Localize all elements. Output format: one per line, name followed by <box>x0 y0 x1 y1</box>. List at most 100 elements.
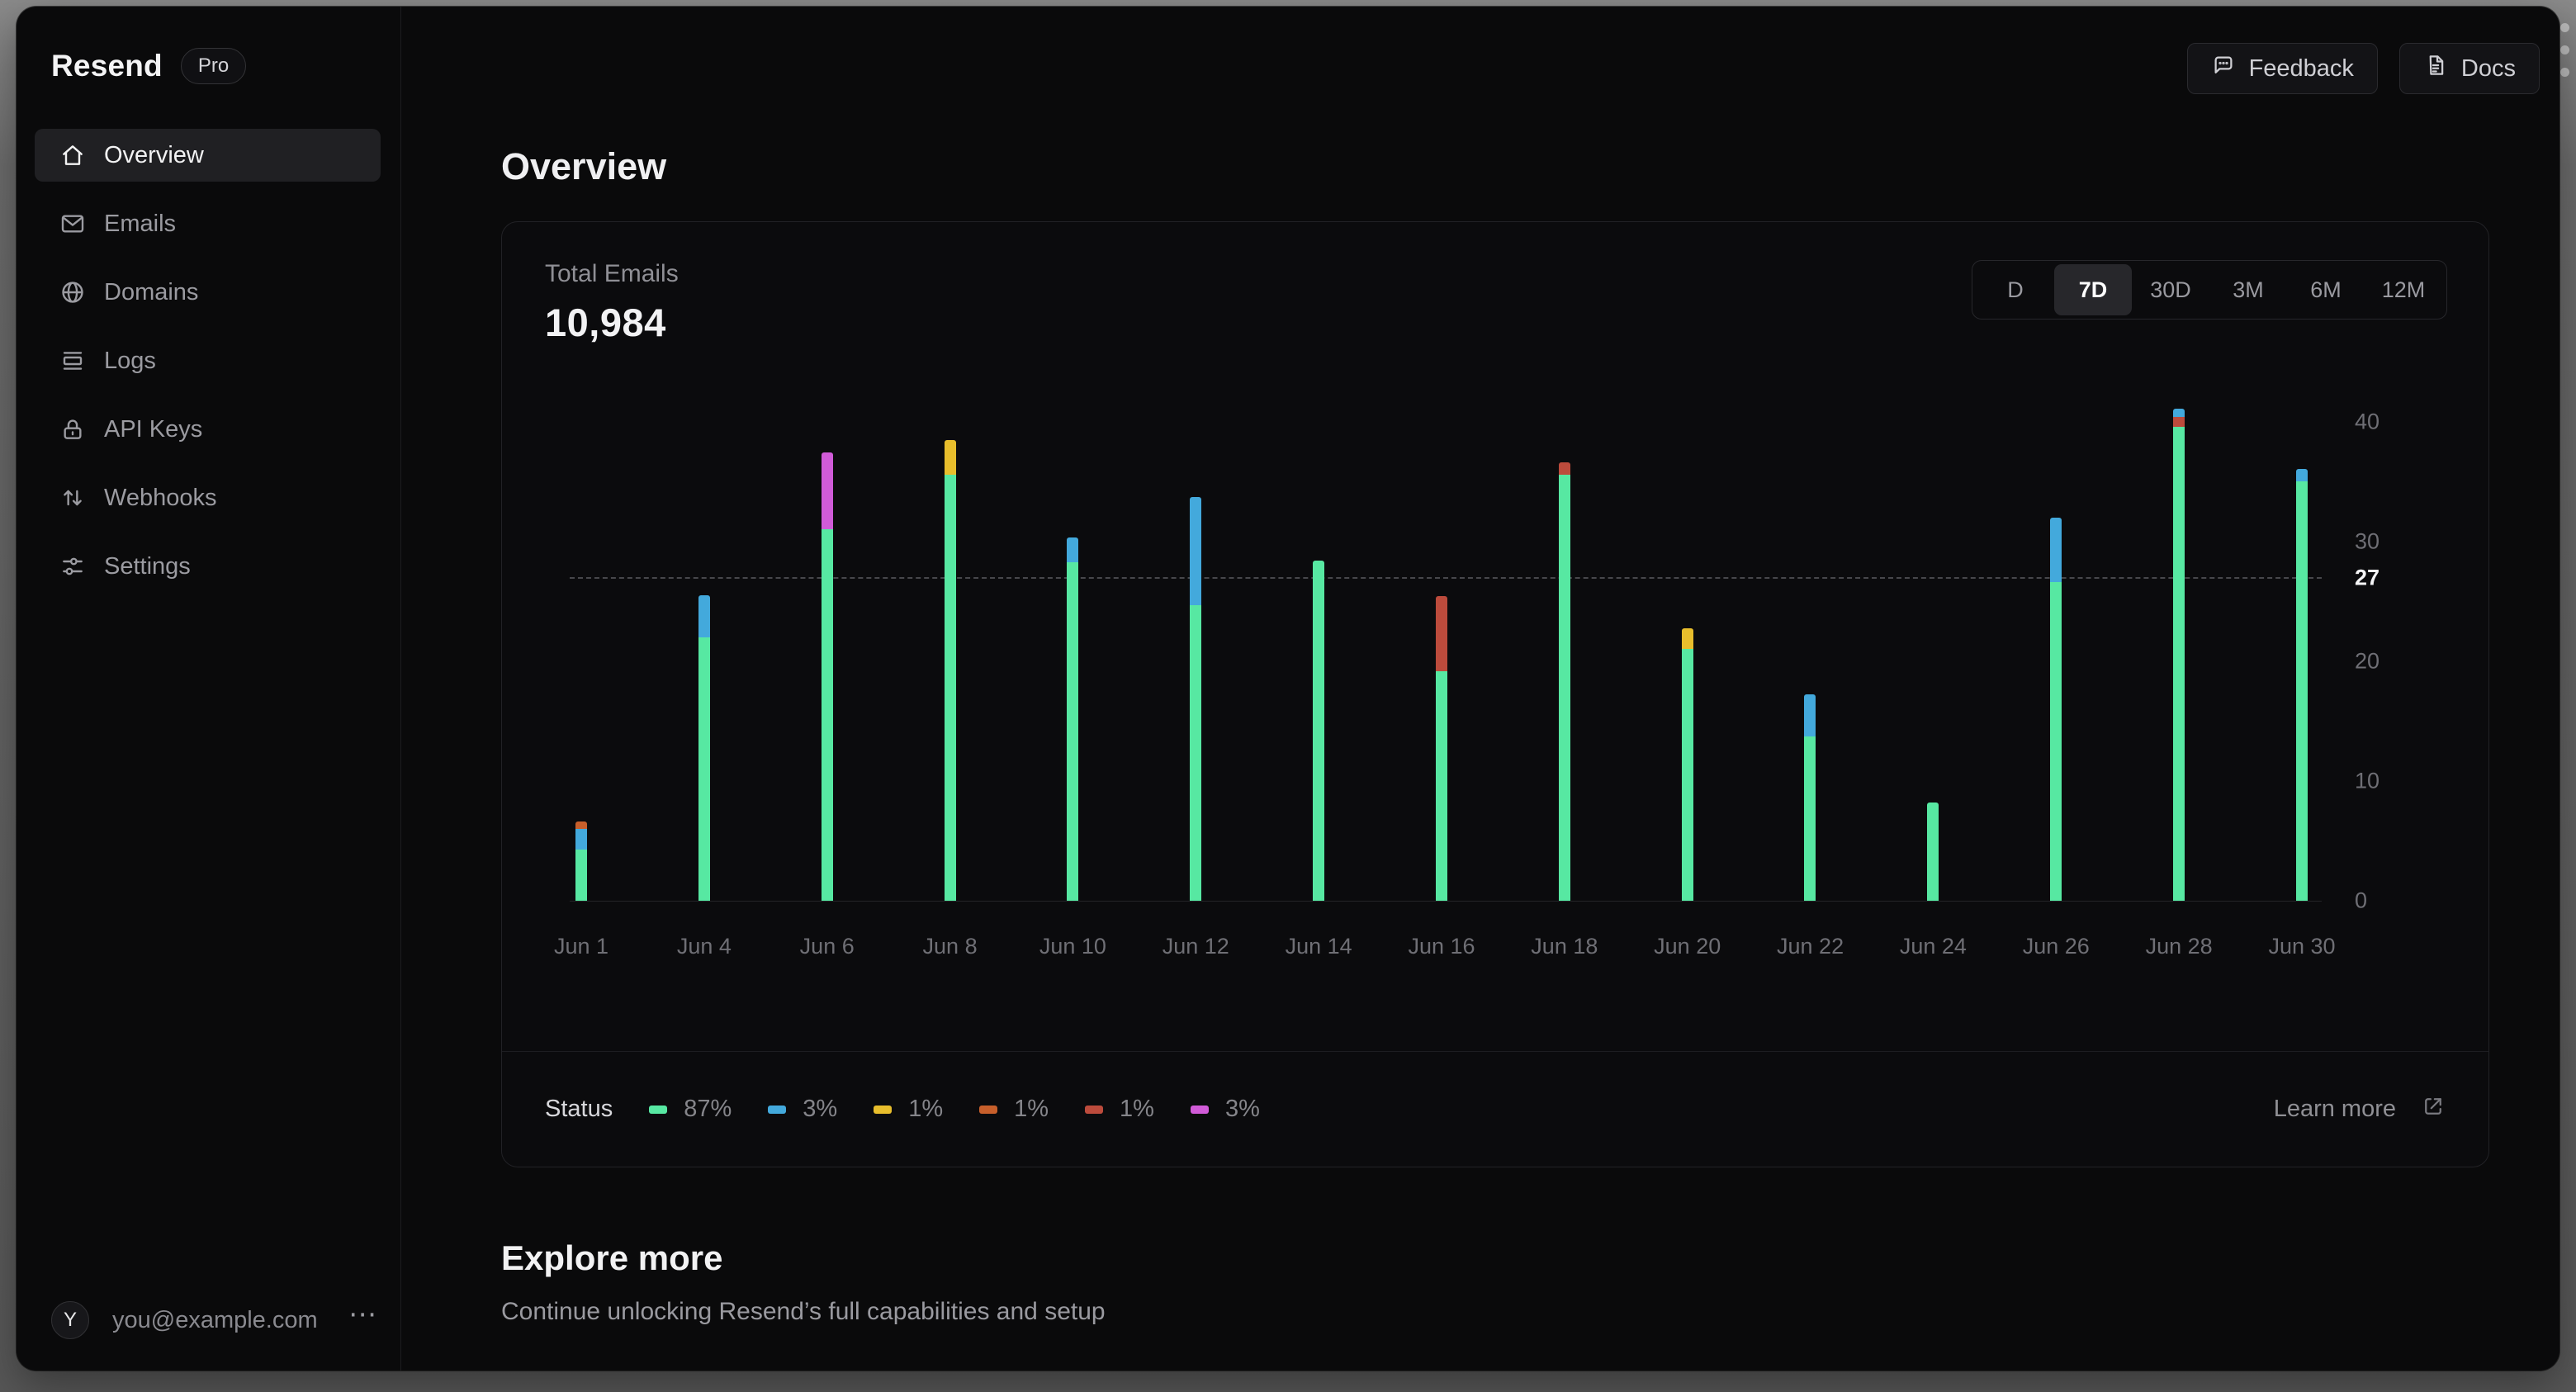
home-icon <box>59 142 86 168</box>
bar-segment-green <box>1681 649 1693 901</box>
sidebar-item-label: Settings <box>104 552 191 580</box>
header-actions: Feedback Docs <box>2186 43 2540 94</box>
bar-segment-green <box>2295 481 2308 901</box>
app-window: Resend Pro Overview Emails Domains Logs … <box>17 7 2559 1371</box>
learn-more-link[interactable]: Learn more <box>2274 1094 2446 1125</box>
logs-icon <box>59 348 86 374</box>
bar-segment-orange <box>575 821 587 829</box>
bar-jun-6[interactable] <box>821 452 833 901</box>
brand-row: Resend Pro <box>51 48 400 84</box>
bar-segment-green <box>1927 803 1939 901</box>
bar-segment-green <box>2172 427 2185 901</box>
x-tick-label: Jun 30 <box>2268 934 2336 959</box>
bar-segment-green <box>1067 562 1079 901</box>
x-axis-line <box>570 901 2322 902</box>
main-content: Feedback Docs Overview Total Emails 10,9… <box>401 7 2559 1371</box>
external-link-icon <box>2421 1094 2446 1125</box>
bar-jun-12[interactable] <box>1190 497 1202 901</box>
bar-segment-green <box>821 529 833 901</box>
bar-segment-red <box>1558 462 1570 475</box>
bar-segment-green <box>1190 605 1202 901</box>
bar-jun-26[interactable] <box>2050 518 2062 901</box>
legend-percent: 1% <box>1014 1096 1049 1122</box>
range-option-3m[interactable]: 3M <box>2233 277 2264 302</box>
account-menu-icon[interactable]: ⋯ <box>348 1299 381 1330</box>
legend-swatch-magenta <box>1190 1105 1209 1114</box>
x-tick-label: Jun 1 <box>553 934 609 959</box>
range-option-7d[interactable]: 7D <box>2054 264 2132 315</box>
bar-segment-red <box>1435 596 1447 671</box>
legend-percent: 3% <box>1224 1096 1260 1122</box>
metric-label: Total Emails <box>545 260 679 287</box>
sidebar-item-label: Webhooks <box>104 484 217 511</box>
range-option-12m[interactable]: 12M <box>2381 277 2426 302</box>
sidebar-item-label: Logs <box>104 347 156 374</box>
feedback-button[interactable]: Feedback <box>2186 43 2378 94</box>
legend-swatch-blue <box>768 1105 787 1114</box>
legend-swatch-orange <box>979 1105 998 1114</box>
x-tick-label: Jun 28 <box>2145 934 2213 959</box>
bar-segment-yellow <box>944 440 956 475</box>
bar-jun-22[interactable] <box>1804 694 1816 901</box>
chart-plot <box>575 409 2308 901</box>
bar-jun-28[interactable] <box>2172 409 2185 901</box>
bar-segment-green <box>1313 561 1325 901</box>
bar-jun-14[interactable] <box>1313 561 1325 901</box>
sidebar-item-domains[interactable]: Domains <box>35 266 381 319</box>
bar-segment-blue <box>1067 537 1079 562</box>
legend-percent: 1% <box>1120 1096 1154 1122</box>
bar-segment-blue <box>698 595 710 637</box>
metric-value: 10,984 <box>545 301 666 344</box>
bar-segment-green <box>1804 736 1816 901</box>
docs-label: Docs <box>2460 54 2516 82</box>
range-option-d[interactable]: D <box>2007 277 2024 302</box>
range-option-6m[interactable]: 6M <box>2310 277 2342 302</box>
bar-segment-green <box>944 475 956 901</box>
sidebar-item-api-keys[interactable]: API Keys <box>35 403 381 456</box>
docs-icon <box>2423 53 2448 84</box>
legend-item-green: 87% <box>649 1096 732 1123</box>
bar-jun-30[interactable] <box>2295 469 2308 901</box>
globe-icon <box>59 279 86 305</box>
x-tick-label: Jun 14 <box>1285 934 1352 959</box>
bar-jun-10[interactable] <box>1067 537 1079 901</box>
learn-more-label: Learn more <box>2273 1096 2396 1122</box>
bar-segment-green <box>575 850 587 901</box>
bar-jun-8[interactable] <box>944 440 956 901</box>
sidebar-item-label: API Keys <box>104 415 203 443</box>
bar-jun-4[interactable] <box>698 595 710 901</box>
bar-jun-1[interactable] <box>575 821 587 901</box>
explore-more-subtitle: Continue unlocking Resend’s full capabil… <box>501 1298 1106 1325</box>
x-tick-label: Jun 6 <box>799 934 855 959</box>
bar-jun-24[interactable] <box>1927 803 1939 901</box>
range-option-30d[interactable]: 30D <box>2150 277 2191 302</box>
legend-swatch-yellow <box>874 1105 893 1114</box>
x-tick-label: Jun 26 <box>2022 934 2090 959</box>
bar-jun-20[interactable] <box>1681 628 1693 901</box>
sidebar-item-overview[interactable]: Overview <box>35 129 381 182</box>
sidebar-item-emails[interactable]: Emails <box>35 197 381 250</box>
bar-segment-blue <box>1804 694 1816 736</box>
legend-item-red: 1% <box>1085 1096 1154 1123</box>
bar-segment-blue <box>575 829 587 850</box>
bar-segment-blue <box>2050 518 2062 582</box>
bar-jun-18[interactable] <box>1558 462 1570 901</box>
x-tick-label: Jun 18 <box>1531 934 1598 959</box>
x-tick-label: Jun 12 <box>1162 934 1229 959</box>
legend-percent: 3% <box>803 1096 838 1122</box>
bar-jun-16[interactable] <box>1435 596 1447 901</box>
bar-segment-magenta <box>821 452 833 529</box>
legend-swatch-red <box>1085 1105 1104 1114</box>
docs-button[interactable]: Docs <box>2398 43 2540 94</box>
sidebar-item-logs[interactable]: Logs <box>35 334 381 387</box>
account-row[interactable]: Y you@example.com ⋯ <box>17 1299 400 1371</box>
x-tick-label: Jun 24 <box>1899 934 1967 959</box>
brand-logo: Resend <box>51 49 163 83</box>
sidebar-item-settings[interactable]: Settings <box>35 540 381 593</box>
bar-segment-blue <box>1190 497 1202 605</box>
legend-percent: 1% <box>908 1096 944 1122</box>
range-selector: D 7D 30D 3M 6M 12M <box>1972 260 2447 320</box>
threshold-line <box>570 576 2322 579</box>
sidebar-item-webhooks[interactable]: Webhooks <box>35 471 381 524</box>
sidebar-item-label: Overview <box>104 141 204 168</box>
